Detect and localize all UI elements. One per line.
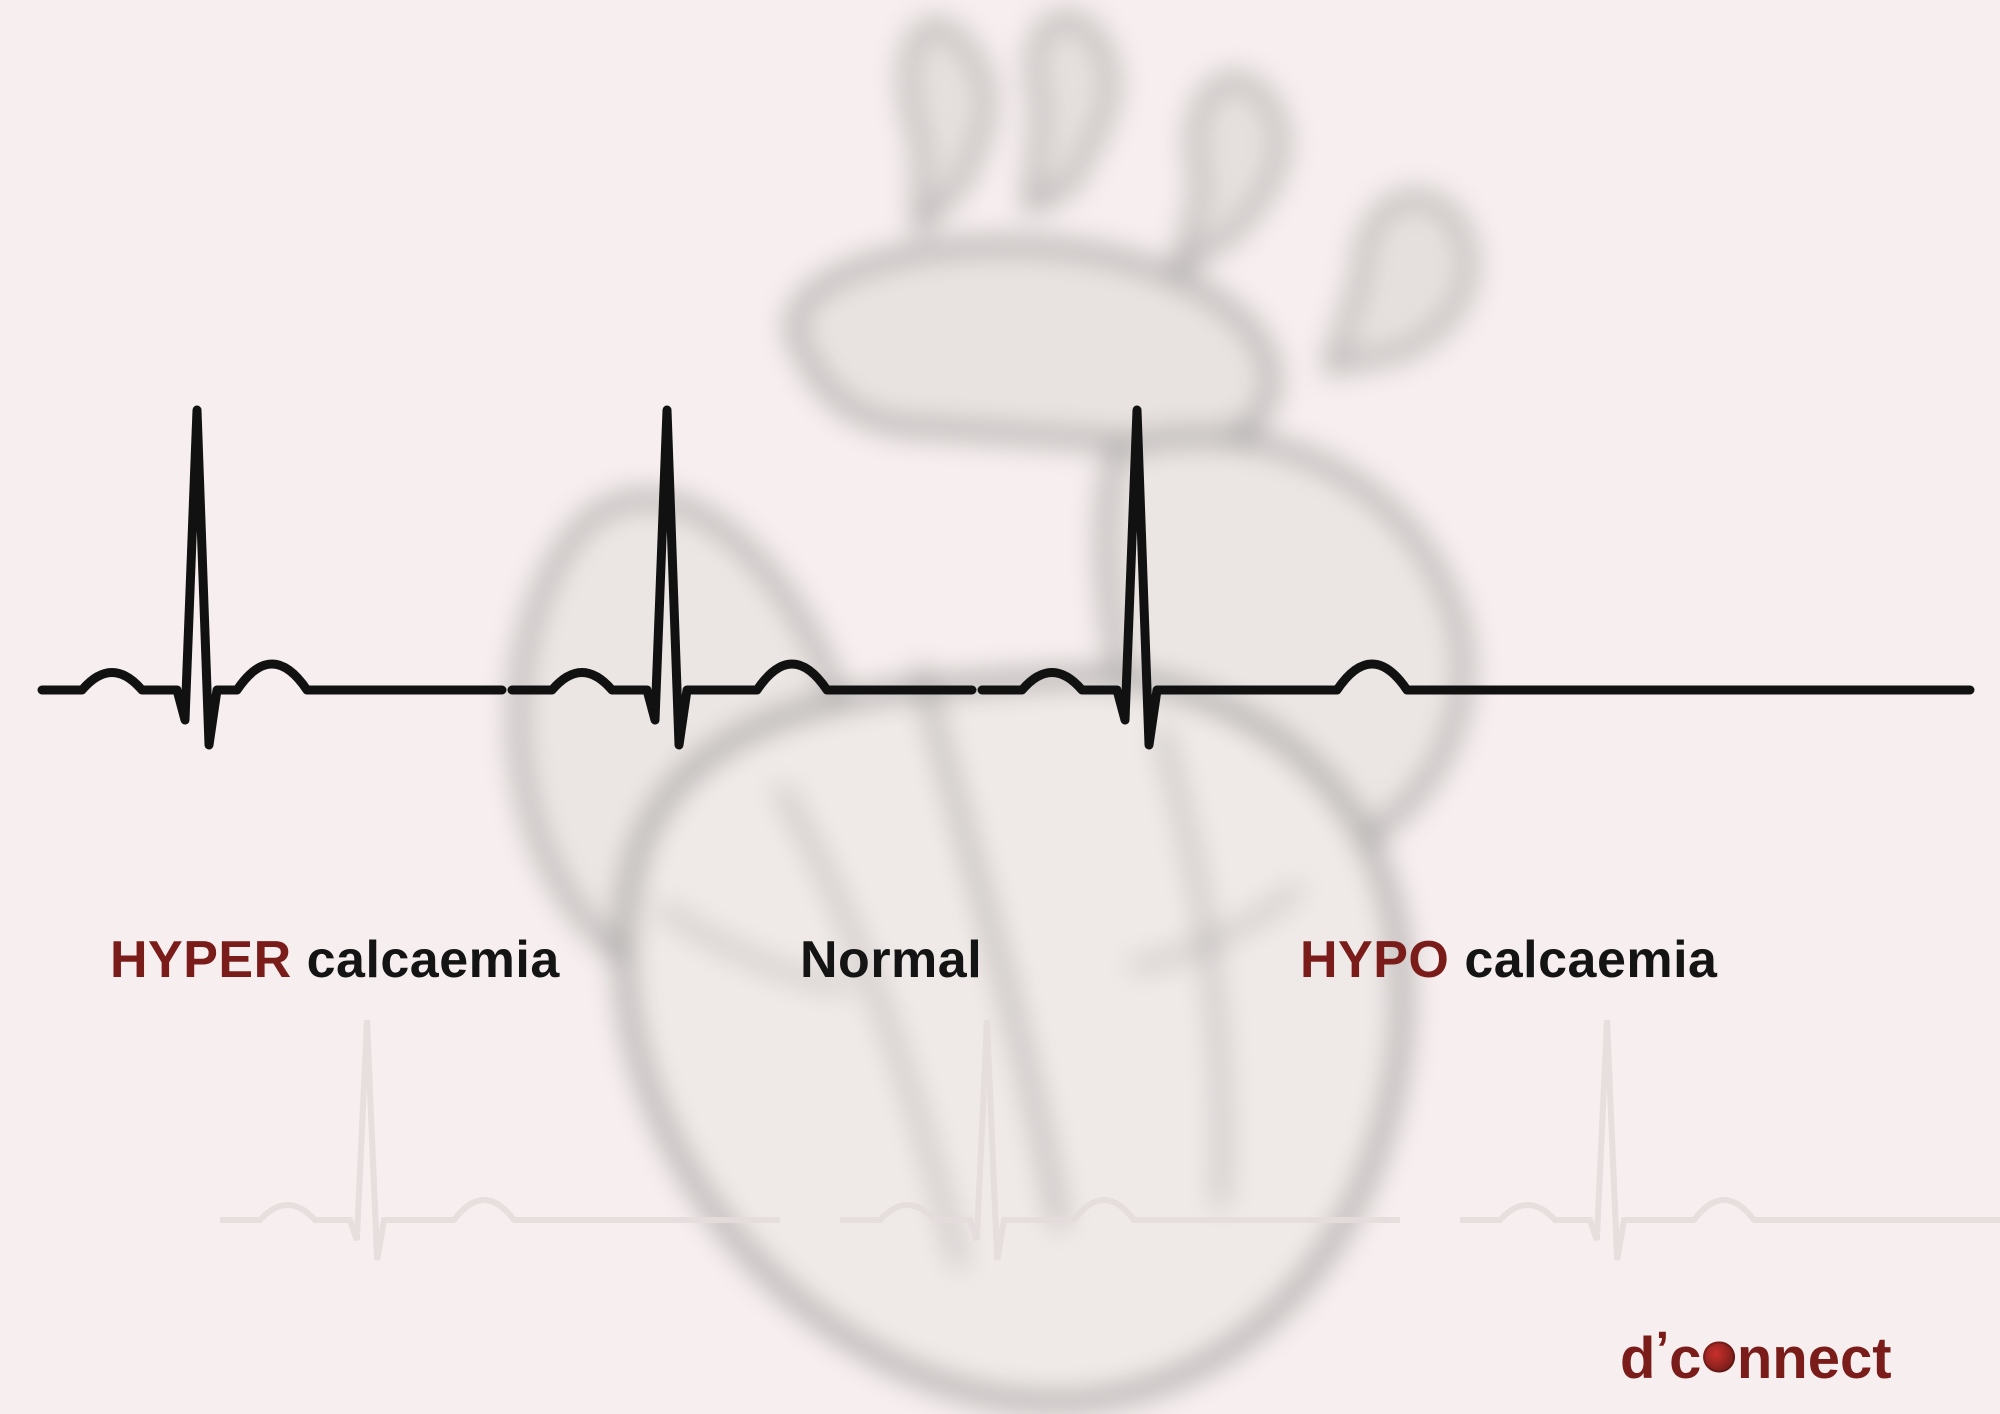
label-suffix: calcaemia <box>292 931 560 989</box>
logo-o-graphic <box>1703 1341 1735 1373</box>
label-suffix: Normal <box>800 931 982 989</box>
brand-logo: d’connect <box>1620 1325 1892 1392</box>
logo-letter-d: d <box>1620 1326 1655 1391</box>
logo-rest: nnect <box>1737 1326 1892 1391</box>
logo-apostrophe: ’ <box>1655 1321 1669 1378</box>
labels-layer: HYPER calcaemia Normal HYPO calcaemia <box>0 0 2000 1414</box>
label-suffix: calcaemia <box>1449 931 1717 989</box>
label-prefix: HYPO <box>1300 931 1449 989</box>
infographic-canvas: HYPER calcaemia Normal HYPO calcaemia d’… <box>0 0 2000 1414</box>
label-hypercalcaemia: HYPER calcaemia <box>110 930 560 990</box>
label-hypocalcaemia: HYPO calcaemia <box>1300 930 1717 990</box>
label-normal: Normal <box>800 930 982 990</box>
logo-letter-c: c <box>1669 1326 1701 1391</box>
label-prefix: HYPER <box>110 931 292 989</box>
logo-letter-o: o <box>1701 1325 1736 1392</box>
